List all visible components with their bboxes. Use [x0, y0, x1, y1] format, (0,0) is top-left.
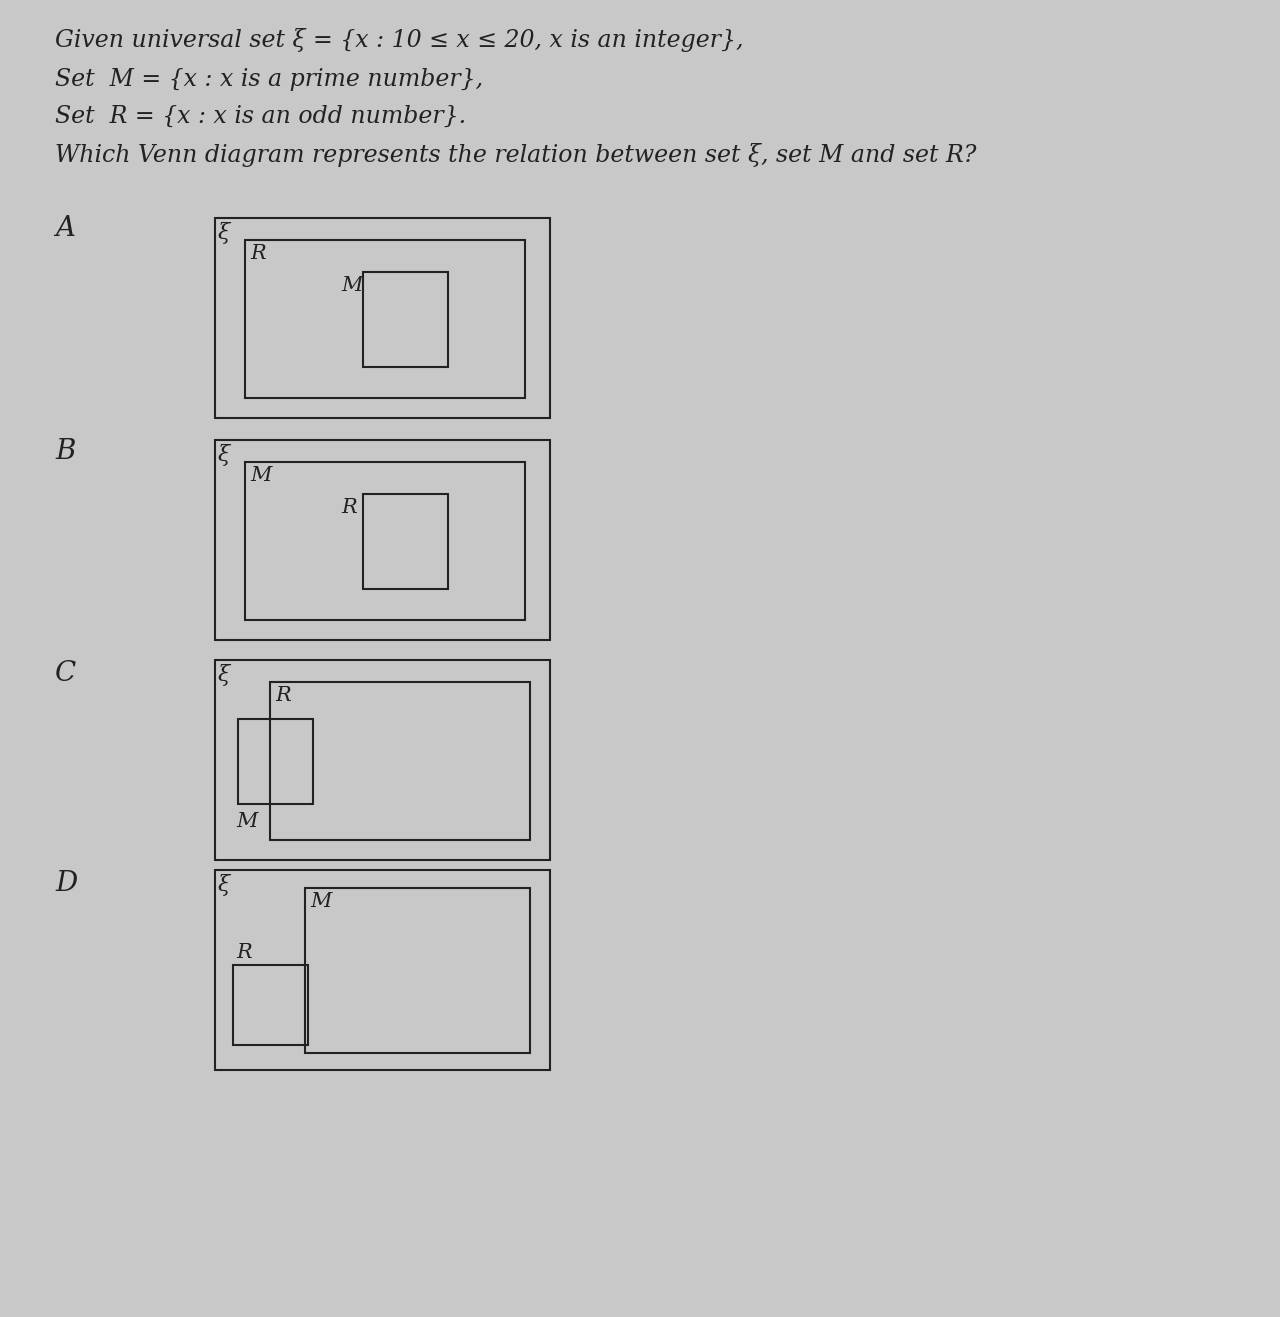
- Bar: [215, 871, 550, 1069]
- Text: M: M: [310, 892, 332, 911]
- Text: M: M: [236, 813, 257, 831]
- Text: R: R: [340, 498, 357, 518]
- Bar: [215, 219, 550, 417]
- Text: R: R: [250, 244, 266, 263]
- Text: M: M: [250, 466, 271, 485]
- Text: ξ: ξ: [218, 444, 230, 466]
- Bar: [244, 240, 525, 398]
- Text: ξ: ξ: [218, 223, 230, 244]
- Bar: [305, 888, 530, 1054]
- Text: Set  M = {x : x is a prime number},: Set M = {x : x is a prime number},: [55, 68, 483, 91]
- Text: R: R: [236, 943, 252, 961]
- Text: Set  R = {x : x is an odd number}.: Set R = {x : x is an odd number}.: [55, 105, 466, 128]
- Bar: [244, 462, 525, 620]
- Text: B: B: [55, 439, 76, 465]
- Bar: [364, 494, 448, 589]
- Text: D: D: [55, 871, 77, 897]
- Text: ξ: ξ: [218, 664, 230, 686]
- Bar: [215, 660, 550, 860]
- Bar: [215, 440, 550, 640]
- Text: R: R: [275, 686, 291, 705]
- Bar: [270, 682, 530, 840]
- Bar: [233, 965, 308, 1044]
- Text: A: A: [55, 215, 76, 242]
- Text: Which Venn diagram represents the relation between set ξ, set M and set R?: Which Venn diagram represents the relati…: [55, 144, 977, 167]
- Text: ξ: ξ: [218, 874, 230, 896]
- Bar: [364, 273, 448, 367]
- Text: Given universal set ξ = {x : 10 ≤ x ≤ 20, x is an integer},: Given universal set ξ = {x : 10 ≤ x ≤ 20…: [55, 28, 744, 51]
- Text: M: M: [340, 277, 362, 295]
- Bar: [238, 719, 314, 803]
- Text: C: C: [55, 660, 77, 687]
